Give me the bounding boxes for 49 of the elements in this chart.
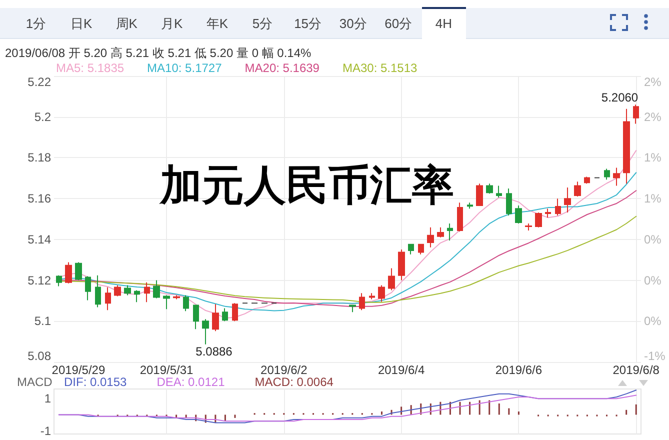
x-tick-label: 2019/6/2 — [260, 363, 308, 377]
tab[interactable]: 月K — [150, 8, 194, 38]
y2-tick-label: 1% — [644, 192, 662, 206]
chart-title: MACD — [17, 375, 53, 389]
tab[interactable]: 60分 — [376, 8, 420, 38]
y-tick-label: -1 — [40, 424, 52, 438]
menu-icon[interactable] — [643, 14, 649, 30]
y-tick-label: 1 — [44, 392, 52, 406]
y-tick-label: 5.08 — [28, 349, 52, 363]
y-tick-label: 5.16 — [28, 192, 52, 206]
annotation: 5.0886 — [196, 344, 233, 358]
x-tick-label: 2019/6/8 — [612, 363, 660, 377]
tab[interactable]: 15分 — [286, 8, 330, 38]
tab[interactable]: 日K — [59, 8, 104, 38]
text: DEA: 0.0121 — [156, 375, 226, 389]
y2-tick-label: 2% — [644, 75, 662, 89]
line-series — [58, 394, 637, 422]
y-tick-label: 5.12 — [28, 273, 52, 288]
y-tick-label: 5.22 — [28, 75, 52, 89]
text: MA30: 5.1513 — [342, 61, 418, 75]
tab[interactable]: 4H — [422, 7, 466, 39]
tab[interactable]: 1分 — [14, 8, 58, 38]
text: MA5: 5.1835 — [56, 61, 124, 75]
tab[interactable]: 周K — [104, 8, 149, 38]
x-tick-label: 2019/6/6 — [495, 363, 542, 377]
y-tick-label: 5.18 — [28, 150, 52, 165]
text: MA10: 5.1727 — [147, 61, 222, 75]
text: MACD: 0.0064 — [254, 375, 334, 389]
y-tick-label: 5.14 — [28, 232, 52, 246]
x-tick-label: 2019/6/4 — [378, 363, 425, 377]
annotation: 5.2060 — [601, 90, 638, 105]
y2-tick-label: 0% — [644, 314, 662, 328]
x-tick-label: 2019/5/29 — [52, 363, 106, 377]
y-tick-label: 5.2 — [34, 110, 52, 124]
fullscreen-icon[interactable] — [610, 14, 628, 31]
text: MA20: 5.1639 — [244, 61, 320, 75]
y2-tick-label: 0% — [644, 232, 662, 246]
y2-tick-label: 0% — [644, 273, 662, 288]
tab[interactable]: 年K — [195, 8, 240, 38]
x-tick-label: 2019/5/31 — [140, 363, 194, 377]
text: 加元人民币汇率 — [159, 160, 454, 210]
y2-tick-label: -1% — [644, 349, 666, 363]
y-tick-label: 5.1 — [34, 314, 52, 328]
tab[interactable]: 30分 — [331, 8, 376, 38]
text: DIF: 0.0153 — [64, 375, 128, 389]
tab[interactable]: 5分 — [240, 8, 284, 38]
y2-tick-label: 1% — [644, 150, 662, 165]
chart-subtitle: 2019/06/08 开 5.20 高 5.21 收 5.21 低 5.20 量 0 幅 0.14% — [5, 46, 312, 60]
y2-tick-label: 2% — [644, 110, 662, 124]
